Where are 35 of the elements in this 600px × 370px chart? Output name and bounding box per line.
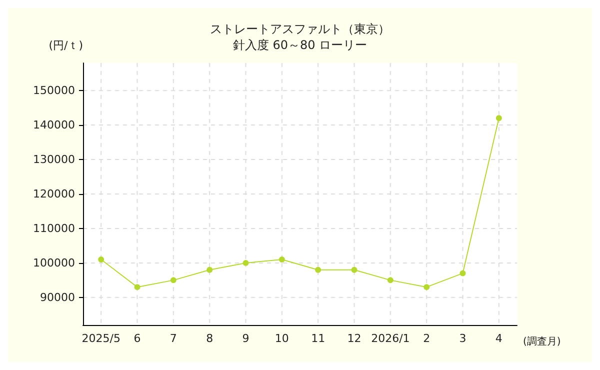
x-tick-label: 11 xyxy=(311,332,326,345)
point xyxy=(387,277,394,284)
chart-subtitle: 針入度 60～80 ローリー xyxy=(232,38,368,52)
point xyxy=(98,256,104,262)
point xyxy=(496,115,502,122)
point xyxy=(278,256,285,262)
point xyxy=(351,266,358,273)
x-tick-label: 3 xyxy=(459,332,466,345)
y-tick-label: 100000 xyxy=(33,256,75,270)
point xyxy=(206,266,213,273)
point xyxy=(460,270,466,276)
point xyxy=(315,266,322,273)
point xyxy=(242,260,249,266)
y-tick-label: 90000 xyxy=(40,290,75,304)
x-axis-title: (調査月) xyxy=(523,336,561,348)
x-tick-label: 2026/1 xyxy=(371,332,410,345)
x-tick-label: 2 xyxy=(423,332,430,345)
y-axis-title: (円/ｔ) xyxy=(48,39,83,52)
x-tick-label: 4 xyxy=(495,332,502,345)
point xyxy=(134,284,140,290)
x-tick-label: 8 xyxy=(206,332,214,345)
x-tick-label: 7 xyxy=(170,332,177,345)
y-tick-label: 110000 xyxy=(33,222,75,235)
chart-title: ストレートアスファルト（東京） xyxy=(210,22,390,36)
point xyxy=(424,284,430,290)
y-tick-label: 140000 xyxy=(33,118,75,132)
x-tick-label: 2025/5 xyxy=(82,332,120,345)
x-tick-label: 6 xyxy=(134,332,141,345)
x-tick-label: 12 xyxy=(347,332,362,345)
point xyxy=(170,277,176,284)
y-tick-label: 130000 xyxy=(33,153,75,166)
y-tick-label: 150000 xyxy=(33,84,75,98)
x-tick-label: 9 xyxy=(242,332,250,345)
y-tick-label: 120000 xyxy=(33,188,75,200)
x-tick-label: 10 xyxy=(274,332,289,345)
